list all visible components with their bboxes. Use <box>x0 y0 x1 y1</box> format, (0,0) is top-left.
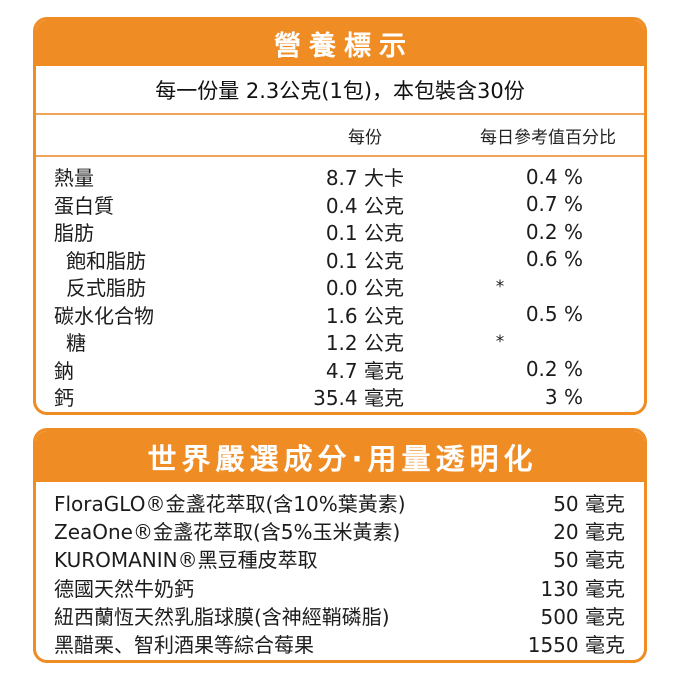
row-daily-value: 0.2 % <box>525 219 583 244</box>
row-amount: 4.7 毫克 <box>325 358 404 383</box>
ingredient-amount: 20 毫克 <box>553 520 625 545</box>
nutrition-facts-panel: 營養標示 每一份量 2.3公克(1包)，本包裝含30份 每份 每日參考值百分比 … <box>33 17 647 415</box>
row-label: 糖 <box>66 331 86 355</box>
row-label: 碳水化合物 <box>54 303 154 328</box>
row-amount: 0.0 公克 <box>325 276 404 300</box>
table-row: 熱量 8.7 大卡 0.4 % <box>36 162 644 191</box>
row-daily-value: 0.4 % <box>525 164 583 189</box>
ingredient-amount: 130 毫克 <box>540 576 625 601</box>
row-amount: 0.1 公克 <box>325 221 404 245</box>
table-row: 飽和脂肪 0.1 公克 0.6 % <box>36 245 644 273</box>
ingredient-name: FloraGLO®金盞花萃取(含10%葉黃素) <box>54 492 406 516</box>
table-row: 鈣 35.4 毫克 3 % <box>36 382 644 411</box>
row-amount: 1.6 公克 <box>325 303 404 328</box>
ingredient-name: 德國天然牛奶鈣 <box>54 576 194 601</box>
column-header-per-serving: 每份 <box>348 127 382 148</box>
row-amount: 35.4 毫克 <box>313 386 404 410</box>
row-label: 蛋白質 <box>54 193 114 218</box>
row-daily-value: 0.5 % <box>525 302 583 326</box>
separator-line <box>36 113 644 115</box>
list-item: FloraGLO®金盞花萃取(含10%葉黃素) 50 毫克 <box>36 488 644 516</box>
ingredients-panel: 世界嚴選成分·用量透明化 FloraGLO®金盞花萃取(含10%葉黃素) 50 … <box>33 428 647 663</box>
row-label: 飽和脂肪 <box>66 248 146 273</box>
row-amount: 0.1 公克 <box>325 248 404 273</box>
separator-line <box>36 155 644 157</box>
row-daily-value: 0.7 % <box>525 192 583 216</box>
nutrition-panel-title: 營養標示 <box>36 20 644 66</box>
list-item: 德國天然牛奶鈣 130 毫克 <box>36 573 644 601</box>
row-label: 熱量 <box>54 166 94 190</box>
table-row: 蛋白質 0.4 公克 0.7 % <box>36 190 644 218</box>
table-row: 糖 1.2 公克 * <box>36 327 644 355</box>
row-amount: 1.2 公克 <box>325 331 404 355</box>
list-item: 紐西蘭恆天然乳脂球膜(含神經鞘磷脂) 500 毫克 <box>36 601 644 629</box>
ingredient-amount: 1550 毫克 <box>527 632 625 657</box>
ingredient-rows: FloraGLO®金盞花萃取(含10%葉黃素) 50 毫克 ZeaOne®金盞花… <box>36 482 644 657</box>
ingredient-name: KUROMANIN®黑豆種皮萃取 <box>54 548 318 573</box>
table-row: 碳水化合物 1.6 公克 0.5 % <box>36 300 644 328</box>
ingredient-name: ZeaOne®金盞花萃取(含5%玉米黃素) <box>54 520 401 545</box>
row-daily-value: * <box>495 331 505 352</box>
row-daily-value: * <box>495 276 505 297</box>
ingredient-name: 黑醋栗、智利酒果等綜合莓果 <box>54 632 314 657</box>
row-amount: 8.7 大卡 <box>325 166 404 190</box>
column-header-daily-value: 每日參考值百分比 <box>480 127 616 148</box>
row-daily-value: 0.6 % <box>525 247 583 271</box>
table-row: 反式脂肪 0.0 公克 * <box>36 272 644 300</box>
list-item: KUROMANIN®黑豆種皮萃取 50 毫克 <box>36 544 644 572</box>
ingredients-panel-title: 世界嚴選成分·用量透明化 <box>36 431 644 482</box>
table-row: 脂肪 0.1 公克 0.2 % <box>36 217 644 246</box>
ingredient-amount: 50 毫克 <box>553 492 625 516</box>
row-label: 鈣 <box>54 386 74 410</box>
serving-size-line: 每一份量 2.3公克(1包)，本包裝含30份 <box>155 78 525 103</box>
row-label: 反式脂肪 <box>66 276 146 300</box>
list-item: ZeaOne®金盞花萃取(含5%玉米黃素) 20 毫克 <box>36 516 644 544</box>
list-item: 黑醋栗、智利酒果等綜合莓果 1550 毫克 <box>36 629 644 657</box>
ingredient-name: 紐西蘭恆天然乳脂球膜(含神經鞘磷脂) <box>54 604 390 629</box>
row-amount: 0.4 公克 <box>325 193 404 218</box>
table-row: 鈉 4.7 毫克 0.2 % <box>36 355 644 383</box>
ingredient-amount: 50 毫克 <box>553 548 625 573</box>
row-daily-value: 3 % <box>544 384 583 409</box>
row-label: 鈉 <box>54 358 74 383</box>
row-daily-value: 0.2 % <box>525 357 583 381</box>
nutrition-column-headers: 每份 每日參考值百分比 <box>36 115 644 155</box>
nutrition-rows: 熱量 8.7 大卡 0.4 % 蛋白質 0.4 公克 0.7 % 脂肪 0.1 … <box>36 157 644 411</box>
ingredient-amount: 500 毫克 <box>540 604 625 629</box>
row-label: 脂肪 <box>54 221 94 245</box>
